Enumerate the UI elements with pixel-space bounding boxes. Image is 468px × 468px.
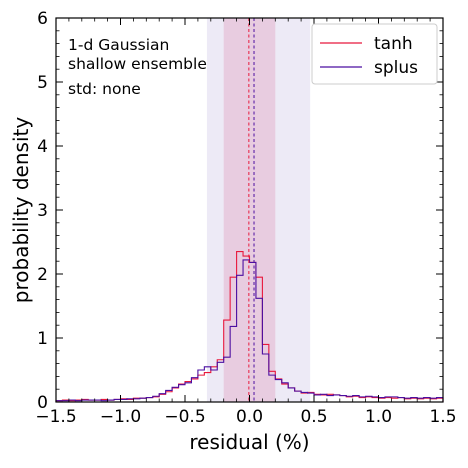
y-tick-label: 5 xyxy=(37,73,48,93)
legend-label-tanh: tanh xyxy=(374,34,413,54)
x-tick-label: −1.0 xyxy=(100,407,141,427)
y-tick-label: 4 xyxy=(37,137,48,157)
y-tick-label: 0 xyxy=(37,393,48,413)
y-tick-label: 6 xyxy=(37,9,48,29)
x-tick-label: −1.5 xyxy=(35,407,76,427)
y-axis-label: probability density xyxy=(9,117,33,304)
legend: tanh splus xyxy=(311,23,438,85)
x-tick-label: −0.5 xyxy=(164,407,205,427)
annotation-text: 1-d Gaussian shallow ensemble std: none xyxy=(68,36,207,98)
uncertainty-bands xyxy=(206,18,311,402)
band-1 xyxy=(223,18,276,402)
y-tick-labels: 0 1 2 3 4 5 6 xyxy=(37,9,48,413)
annotation-line-3: std: none xyxy=(68,80,141,98)
x-tick-label: 0.5 xyxy=(300,407,327,427)
legend-box xyxy=(311,23,438,85)
y-tick-label: 2 xyxy=(37,265,48,285)
y-tick-label: 3 xyxy=(37,201,48,221)
x-axis-label: residual (%) xyxy=(189,430,309,454)
annotation-line-1: 1-d Gaussian xyxy=(68,36,169,54)
legend-label-splus: splus xyxy=(374,58,418,78)
x-tick-label: 1.5 xyxy=(429,407,456,427)
mean-lines xyxy=(248,18,255,402)
y-tick-label: 1 xyxy=(37,329,48,349)
x-tick-label: 1.0 xyxy=(365,407,392,427)
plot-frame xyxy=(55,17,444,403)
annotation-line-2: shallow ensemble xyxy=(68,55,207,73)
x-tick-labels: −1.5 −1.0 −0.5 0.0 0.5 1.0 1.5 xyxy=(35,407,456,427)
x-tick-label: 0.0 xyxy=(236,407,263,427)
